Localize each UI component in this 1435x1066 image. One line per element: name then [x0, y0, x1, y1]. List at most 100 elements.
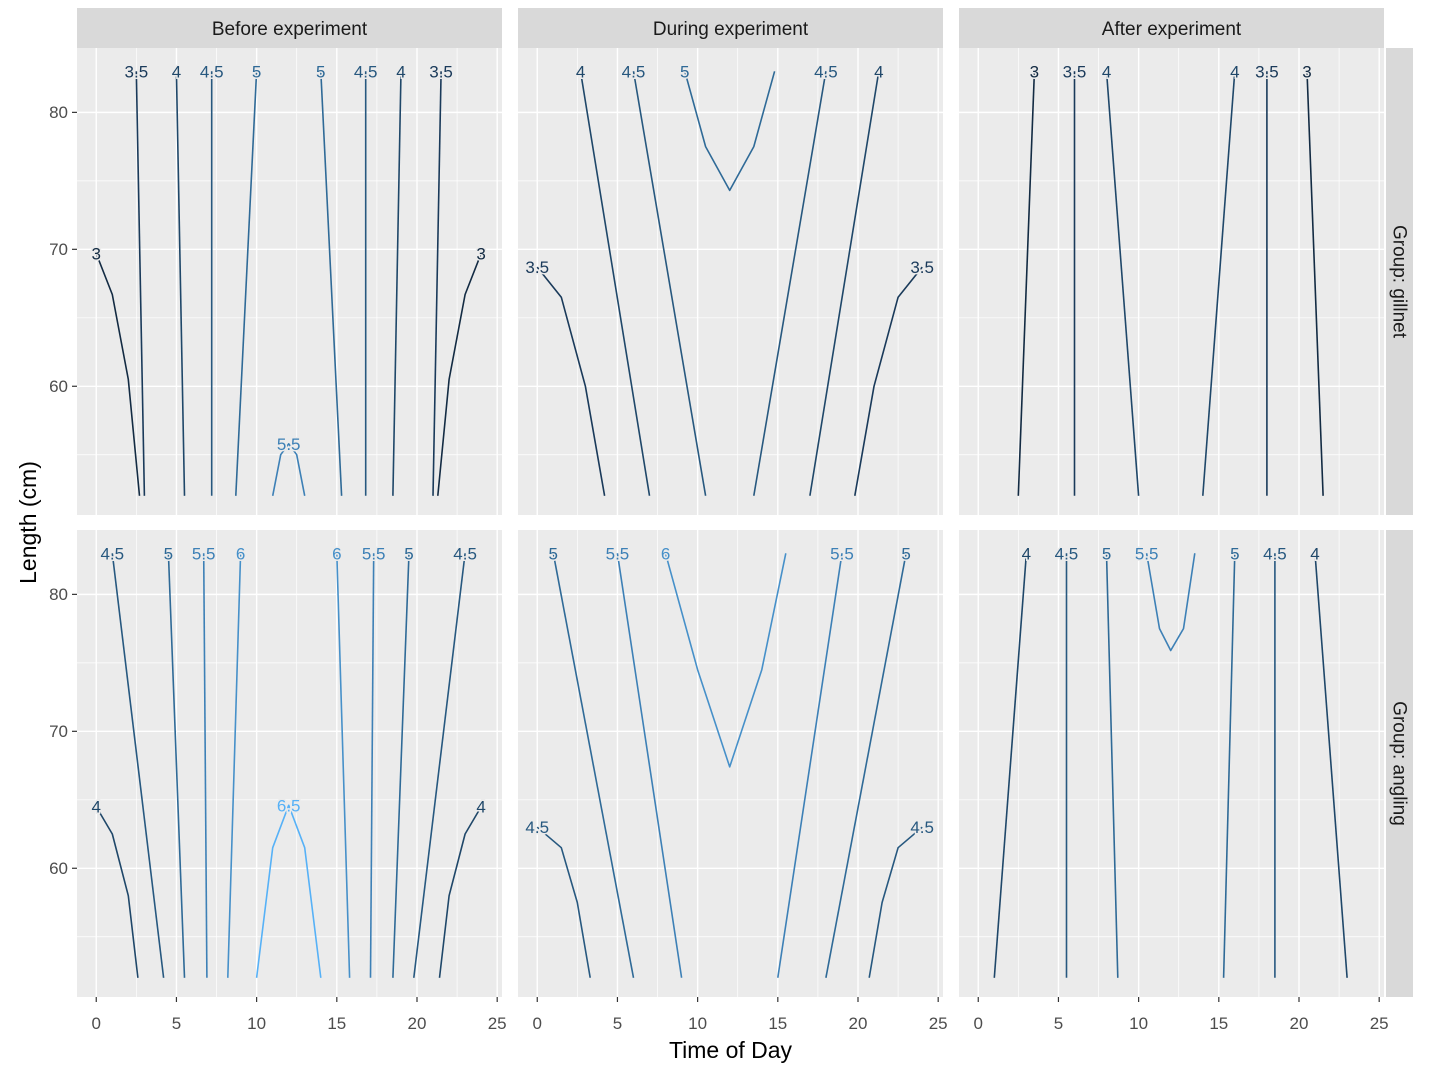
contour-label: 4 [476, 798, 485, 817]
contour-line [632, 71, 707, 496]
contour-label: 5 [1102, 544, 1111, 563]
panel: 3.5 3.5 4 4 4.5 4.5 5 [518, 48, 943, 515]
contour-line [1202, 71, 1236, 496]
contour-label: 3.5 [1255, 62, 1279, 81]
contour-label: 3 [92, 244, 101, 263]
contour-line [536, 826, 591, 978]
facet-strip-top [77, 8, 502, 48]
x-tick-label: 20 [408, 1014, 427, 1033]
panel-background [77, 48, 502, 515]
contour-label: 3.5 [525, 258, 549, 277]
contour-line [227, 553, 242, 978]
contour-line [392, 553, 410, 978]
contour-label: 4.5 [622, 62, 646, 81]
x-tick-label: 0 [533, 1014, 542, 1033]
contour-label: 5.5 [277, 435, 301, 454]
facet-label-column: After experiment [1102, 19, 1242, 40]
contour-line [579, 71, 651, 496]
x-tick-label: 20 [1290, 1014, 1309, 1033]
contour-line [552, 553, 635, 978]
contour-label: 4 [1022, 544, 1031, 563]
y-tick-label: 80 [49, 585, 68, 604]
x-tick-label: 15 [1209, 1014, 1228, 1033]
x-tick-label: 5 [172, 1014, 181, 1033]
x-tick-label: 10 [247, 1014, 266, 1033]
contour-label: 4.5 [100, 544, 124, 563]
contour-line [175, 71, 186, 496]
contour-line [95, 253, 141, 496]
contour-line [664, 553, 787, 768]
y-tick-label: 60 [49, 377, 68, 396]
contour-line [392, 71, 402, 496]
contour-label: 3.5 [910, 258, 934, 277]
contour-label: 3.5 [429, 62, 453, 81]
x-tick-label: 0 [974, 1014, 983, 1033]
contour-label: 4.5 [910, 818, 934, 837]
y-tick-label: 80 [49, 103, 68, 122]
contour-line [437, 253, 482, 496]
facet-strip-top [518, 8, 943, 48]
contour-line [202, 553, 208, 978]
contour-label: 5.5 [830, 544, 854, 563]
contour-label: 4.5 [453, 544, 477, 563]
contour-label: 5 [164, 544, 173, 563]
panel-background [959, 530, 1384, 997]
contour-line [854, 266, 923, 496]
contour-label: 4.5 [1263, 544, 1287, 563]
contour-label: 4.5 [1055, 544, 1079, 563]
panel: 4 4 4.5 4.5 5 5 5.5 5.5 6 6 6.5 [77, 530, 502, 997]
contour-line [413, 553, 466, 978]
contour-label: 4 [172, 62, 181, 81]
contour-line [135, 71, 146, 496]
panel-background [77, 530, 502, 997]
contour-label: 6 [661, 544, 670, 563]
panel: 3 3 3.5 3.5 4 4 4.5 4.5 5 5 5.5 [77, 48, 502, 515]
contour-line [993, 553, 1028, 978]
x-tick-label: 15 [327, 1014, 346, 1033]
contour-line [1105, 71, 1140, 496]
contour-line [809, 71, 880, 496]
contour-label: 4 [396, 62, 405, 81]
contour-label: 5.5 [192, 544, 216, 563]
panel: 3 3 3.5 3.5 4 4 [959, 48, 1384, 515]
contour-label: 3 [476, 244, 485, 263]
contour-label: 4 [92, 798, 101, 817]
contour-label: 5.5 [606, 544, 630, 563]
contour-label: 6 [332, 544, 341, 563]
contour-line [1017, 71, 1036, 496]
contour-label: 5 [901, 544, 910, 563]
facet-label-column: During experiment [653, 19, 809, 40]
contour-line [868, 826, 923, 978]
facet-label-row: Group: angling [1389, 701, 1410, 826]
contour-line [1314, 553, 1348, 978]
contour-line [753, 71, 827, 496]
contour-line [255, 804, 322, 978]
facet-strip-top [959, 8, 1384, 48]
x-tick-label: 0 [92, 1014, 101, 1033]
contour-line [432, 71, 442, 496]
contour-line [320, 71, 343, 496]
contour-label: 4.5 [354, 62, 378, 81]
x-tick-label: 15 [768, 1014, 787, 1033]
contour-label: 4 [1230, 62, 1239, 81]
contour-line [616, 553, 683, 978]
contour-line [336, 553, 351, 978]
contour-line [684, 71, 776, 192]
x-tick-label: 20 [849, 1014, 868, 1033]
contour-label: 6 [236, 544, 245, 563]
y-tick-label: 70 [49, 240, 68, 259]
contour-label: 4.5 [200, 62, 224, 81]
panel-background [959, 48, 1384, 515]
x-tick-label: 25 [929, 1014, 948, 1033]
contour-label: 5.5 [362, 544, 386, 563]
contour-label: 5.5 [1135, 544, 1159, 563]
x-tick-label: 5 [1054, 1014, 1063, 1033]
contour-label: 3.5 [125, 62, 149, 81]
facet-strip-right [1386, 530, 1413, 997]
contour-line [95, 806, 139, 978]
panel-background [518, 48, 943, 515]
contour-label: 5 [680, 62, 689, 81]
x-tick-label: 25 [1370, 1014, 1389, 1033]
contour-label: 4.5 [525, 818, 549, 837]
contour-line [777, 553, 843, 978]
